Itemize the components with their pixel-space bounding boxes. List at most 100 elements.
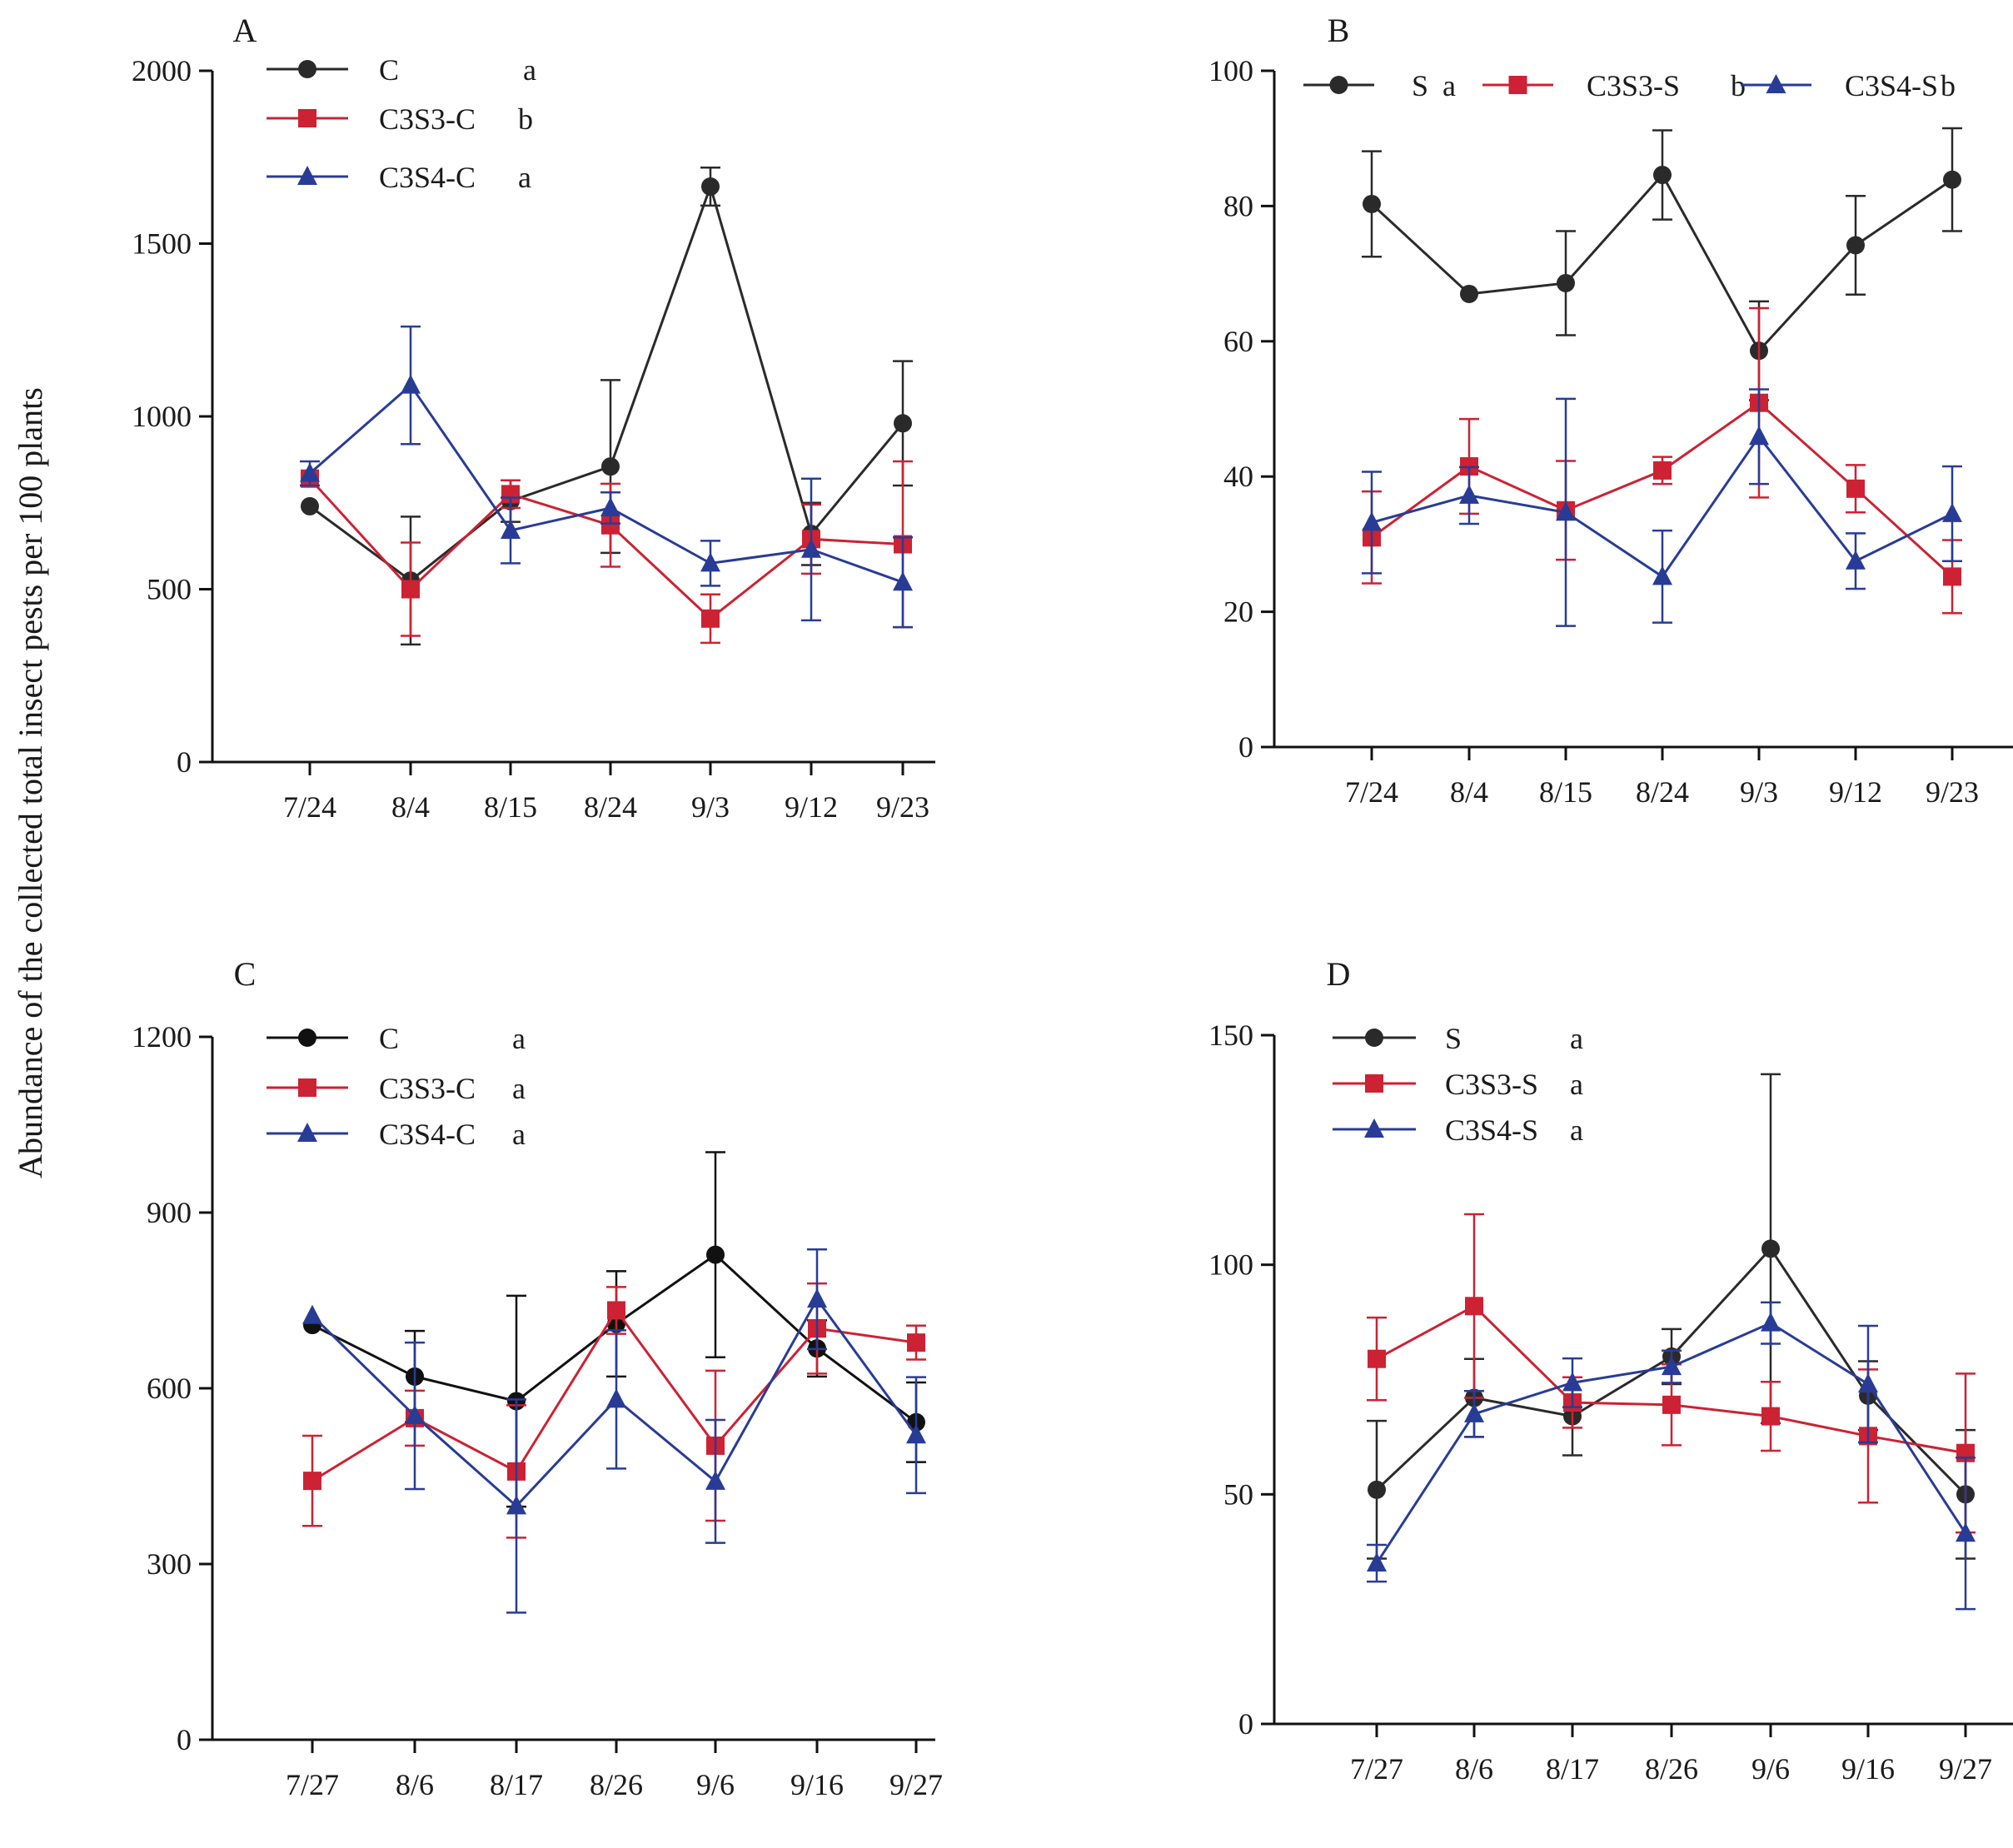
legend-label: C3S3-S — [1445, 1068, 1538, 1101]
data-point — [1956, 1522, 1976, 1542]
data-point — [1749, 426, 1769, 446]
data-point — [701, 609, 720, 628]
series-C3S4-S — [1362, 388, 1962, 627]
data-point — [401, 580, 420, 599]
legend-significance: b — [1941, 69, 1956, 102]
data-point — [1556, 501, 1576, 521]
x-tick-label: 8/24 — [584, 790, 637, 824]
x-tick-label: 7/24 — [283, 790, 336, 824]
panel-A: A 0 500 1000 1500 2000 7/24 8/4 8/15 8/24 9/3 9/12 9… — [132, 12, 935, 824]
data-point — [401, 374, 421, 394]
y-tick-label: 2000 — [132, 54, 192, 87]
data-point — [606, 1388, 626, 1408]
x-tick-label: 8/24 — [1636, 775, 1689, 809]
legend-marker — [297, 166, 317, 185]
legend-marker — [1766, 74, 1786, 93]
x-tick-label: 9/27 — [1939, 1752, 1992, 1786]
data-point — [893, 571, 913, 591]
x-tick-label: 9/23 — [876, 790, 929, 824]
legend-label: S — [1445, 1022, 1462, 1055]
legend-marker — [1508, 76, 1527, 94]
y-axis-title: Abundance of the collected total insect … — [12, 387, 49, 1178]
data-point — [801, 538, 821, 558]
legend-significance: b — [518, 102, 533, 136]
x-tick-label: 8/15 — [1539, 775, 1592, 809]
data-point — [1943, 567, 1961, 586]
x-tick-label: 9/12 — [785, 790, 838, 824]
data-point — [501, 519, 521, 539]
series-C3S4-C — [302, 1248, 926, 1614]
data-point — [601, 457, 620, 476]
x-tick-label: 8/4 — [391, 790, 430, 824]
legend-significance: a — [1570, 1113, 1583, 1147]
data-point — [1368, 1480, 1386, 1499]
legend-label: C — [379, 1022, 399, 1055]
data-point — [1368, 1349, 1386, 1368]
x-tick-label: 9/6 — [696, 1768, 735, 1801]
x-tick-label: 8/26 — [590, 1768, 643, 1801]
x-tick-label: 8/17 — [1546, 1752, 1599, 1786]
x-tick-label: 9/12 — [1829, 775, 1882, 809]
data-point — [1459, 484, 1479, 504]
series-S — [1367, 1073, 1976, 1560]
legend-significance: a — [512, 1072, 526, 1105]
series-C3S4-S — [1367, 1301, 1976, 1611]
legend-label: C3S3-C — [379, 102, 476, 136]
data-point — [701, 177, 720, 197]
legend-marker — [298, 109, 316, 127]
data-point — [1653, 461, 1672, 480]
y-tick-label: 100 — [1208, 54, 1253, 87]
y-tick-label: 0 — [1238, 730, 1253, 764]
legend-item: C3S3-C b — [267, 102, 533, 136]
panel-label: C — [234, 955, 257, 993]
x-tick-label: 9/6 — [1751, 1752, 1790, 1786]
data-point — [1761, 1407, 1780, 1426]
data-point — [601, 516, 620, 535]
data-point — [705, 1470, 725, 1490]
data-point — [1362, 511, 1382, 531]
y-tick-label: 1000 — [132, 400, 192, 433]
legend-marker — [1365, 1029, 1383, 1047]
y-tick-label: 150 — [1208, 1019, 1253, 1052]
y-tick-label: 1500 — [132, 227, 192, 261]
legend-item: C3S3-C a — [267, 1072, 526, 1105]
y-tick-label: 80 — [1223, 189, 1253, 222]
x-tick-label: 8/26 — [1645, 1752, 1698, 1786]
y-tick-label: 60 — [1223, 325, 1253, 358]
x-tick-label: 7/24 — [1345, 775, 1398, 809]
data-point — [1761, 1239, 1780, 1258]
legend-item: C3S4-S a — [1333, 1113, 1583, 1147]
data-point — [1653, 166, 1672, 185]
panel-C: C 0 300 600 900 1200 7/27 8/6 8/17 8/26 9/6 9/16 9/2… — [132, 955, 943, 1801]
data-point — [1662, 1356, 1682, 1376]
legend-significance: a — [1442, 69, 1456, 102]
legend-significance: a — [1570, 1022, 1583, 1055]
x-tick-label: 8/4 — [1450, 775, 1488, 809]
data-point — [1846, 236, 1865, 255]
data-point — [506, 1495, 526, 1515]
legend-significance: a — [512, 1118, 526, 1151]
legend-label: C3S4-S — [1445, 1113, 1538, 1147]
x-tick-label: 9/16 — [790, 1768, 844, 1801]
y-tick-label: 300 — [147, 1547, 192, 1581]
legend-significance: a — [523, 53, 536, 87]
x-tick-label: 9/27 — [889, 1768, 943, 1801]
legend-marker — [1365, 1074, 1383, 1093]
data-point — [700, 552, 720, 572]
data-point — [1367, 1552, 1387, 1572]
legend-item: C3S4-C a — [267, 161, 531, 194]
data-point — [1652, 565, 1672, 585]
data-point — [1460, 284, 1478, 303]
x-tick-label: 9/16 — [1841, 1752, 1895, 1786]
data-point — [1562, 1372, 1582, 1392]
data-point — [906, 1424, 926, 1444]
legend-label: C3S3-C — [379, 1072, 476, 1105]
legend-item: C3S4-C a — [267, 1118, 526, 1151]
legend-marker — [1364, 1118, 1384, 1138]
series-S — [1362, 127, 1962, 401]
legend-marker — [298, 60, 316, 78]
legend-item: C3S3-S a — [1333, 1068, 1583, 1101]
